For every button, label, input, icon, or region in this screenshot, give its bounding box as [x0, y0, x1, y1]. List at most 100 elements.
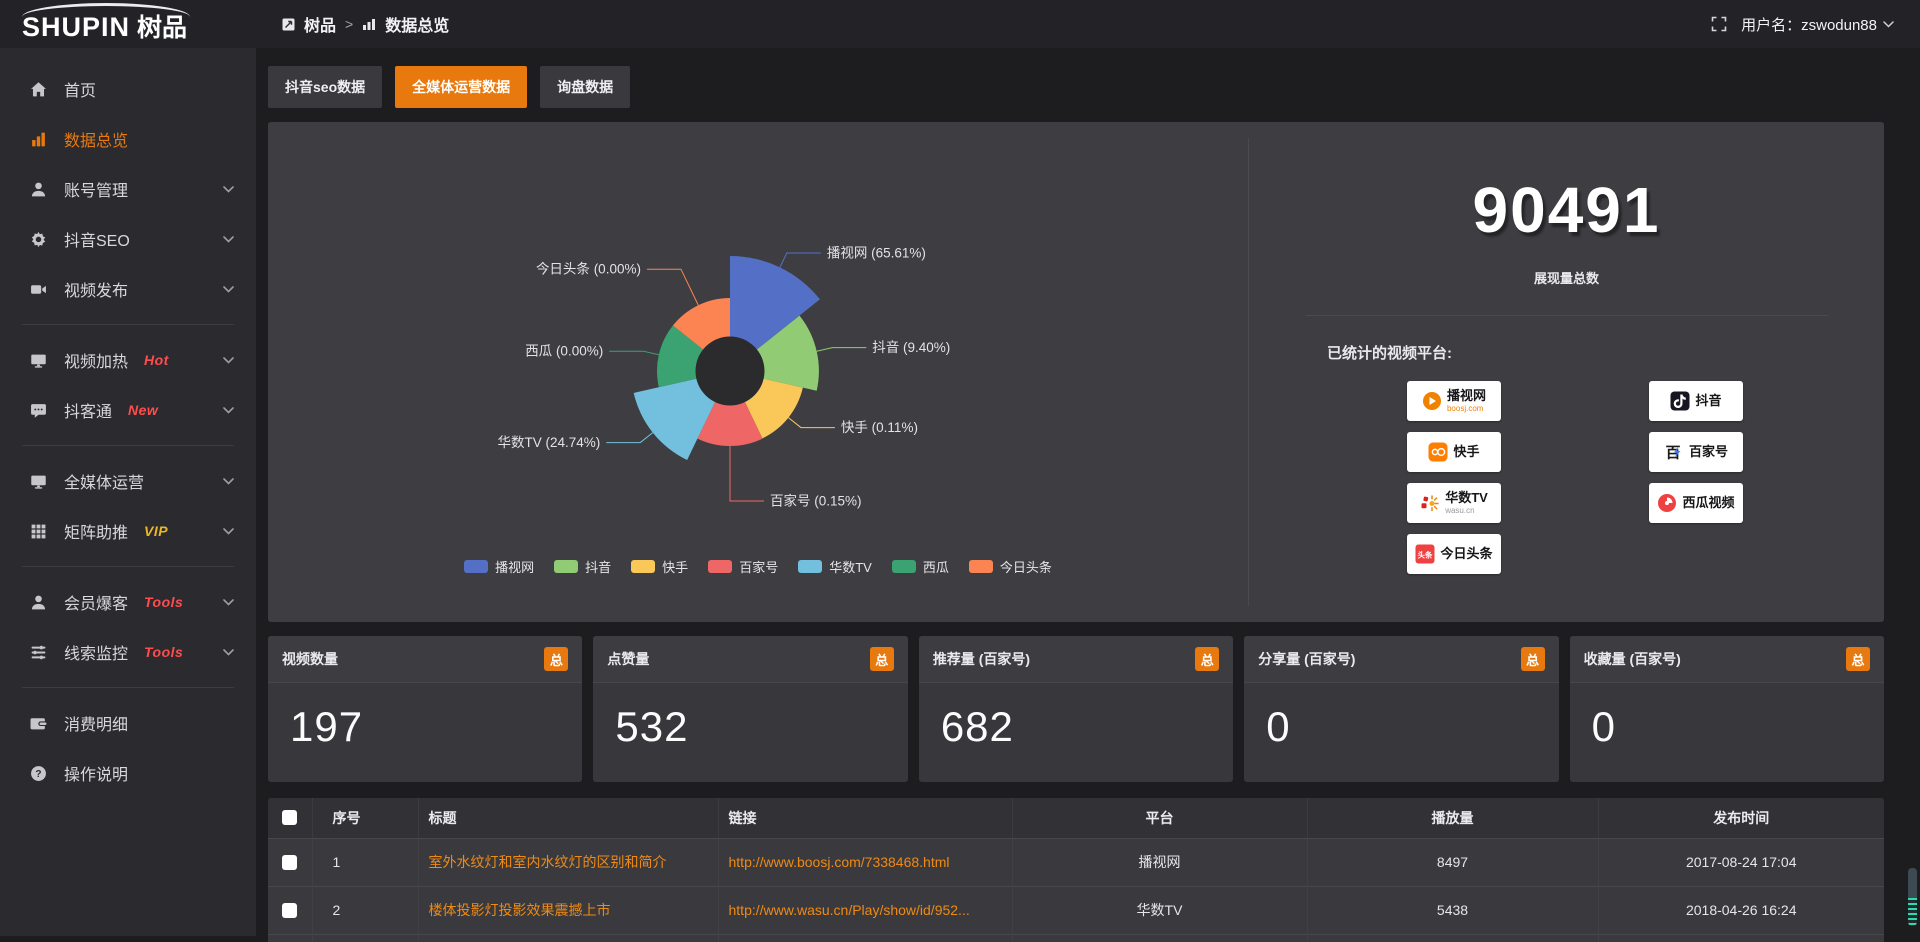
stat-card-2: 点赞量 总 532 — [593, 636, 908, 782]
user-icon — [30, 594, 49, 611]
sidebar-item-badge: Tools — [144, 594, 184, 610]
cell-title[interactable]: 室外水纹灯和室内水纹灯的区别和简介 — [418, 837, 719, 886]
legend-swatch — [968, 560, 993, 573]
platform-name: 华数TV — [1445, 490, 1488, 506]
tab-inquiry-data[interactable]: 询盘数据 — [540, 66, 631, 108]
pie-slice-抖音[interactable] — [756, 315, 819, 391]
legend-swatch — [554, 560, 579, 573]
stat-card-value: 0 — [1266, 703, 1291, 750]
sidebar-item-member-burst[interactable]: 会员爆客 Tools — [0, 577, 256, 627]
column-header-链接[interactable]: 链接 — [718, 798, 1013, 838]
column-header-播放量[interactable]: 播放量 — [1307, 798, 1599, 838]
platform-logo-xigua[interactable]: 西瓜视频 — [1649, 483, 1743, 523]
sidebar-item-label: 矩阵助推 — [64, 525, 129, 542]
sidebar-item-account[interactable]: 账号管理 — [0, 164, 256, 214]
sidebar-item-label: 首页 — [64, 83, 97, 100]
pie-slice-今日头条[interactable] — [672, 298, 730, 350]
rose-pie-chart[interactable]: 播视网 (65.61%) 抖音 (9.40%) 快手 (0.11%) 百家号 (0.1… — [268, 122, 1248, 622]
pie-slice-西瓜[interactable] — [657, 325, 704, 388]
sidebar-item-matrix-boost[interactable]: 矩阵助推 VIP — [0, 506, 256, 556]
sidebar-item-label: 操作说明 — [64, 767, 129, 784]
column-header-平台[interactable]: 平台 — [1012, 798, 1308, 838]
sidebar-item-label: 抖客通 — [64, 404, 113, 421]
cell-link[interactable]: http://www.wasu.cn/Play/show/id/952... — [718, 885, 1013, 934]
stat-card-total-badge[interactable]: 总 — [1520, 647, 1545, 671]
sidebar-item-video-publish[interactable]: 视频发布 — [0, 264, 256, 314]
platform-logo-kuaishou[interactable]: 快手 — [1407, 432, 1501, 472]
cell-time: 2018-04-26 16:24 — [1598, 885, 1884, 934]
breadcrumb-root[interactable]: 树品 — [304, 18, 337, 35]
tab-media-ops-data[interactable]: 全媒体运营数据 — [395, 66, 528, 108]
sidebar-item-badge: VIP — [144, 523, 169, 539]
platform-logo-baijiahao[interactable]: 百百家号 — [1649, 432, 1743, 472]
legend-item-抖音[interactable]: 抖音 — [554, 557, 611, 576]
stat-card-total-badge[interactable]: 总 — [1846, 647, 1871, 671]
pie-slice-百家号[interactable] — [697, 401, 763, 447]
pie-slice-快手[interactable] — [744, 378, 803, 439]
legend-item-播视网[interactable]: 播视网 — [464, 557, 534, 576]
sidebar-item-media-ops[interactable]: 全媒体运营 — [0, 456, 256, 506]
vertical-scrollbar-thumb[interactable] — [1908, 868, 1917, 926]
fullscreen-icon[interactable] — [1711, 16, 1727, 32]
platform-logo-toutiao[interactable]: 头条 今日头条 — [1407, 534, 1501, 574]
home-icon — [30, 81, 49, 98]
stat-card-header: 分享量 (百家号) 总 — [1244, 636, 1559, 683]
cell-title[interactable]: 楼体投影灯投影效果震撼上市 — [418, 885, 719, 934]
chevron-down-icon — [223, 598, 234, 606]
stat-card-value: 682 — [940, 703, 1014, 750]
stat-card-header: 收藏量 (百家号) 总 — [1569, 636, 1885, 683]
pie-slice-播视网[interactable] — [730, 256, 820, 350]
stat-card-label: 点赞量 — [607, 651, 650, 667]
legend-item-快手[interactable]: 快手 — [631, 557, 688, 576]
breadcrumb-chart-icon — [362, 18, 376, 31]
legend-item-百家号[interactable]: 百家号 — [708, 557, 778, 576]
column-header-标题[interactable]: 标题 — [418, 798, 719, 838]
sidebar-item-label: 抖音SEO — [64, 233, 130, 250]
column-header-序号[interactable]: 序号 — [312, 798, 419, 838]
user-menu[interactable]: 用户名：zswodun88 — [1741, 14, 1894, 35]
sidebar-item-douketong[interactable]: 抖客通 New — [0, 385, 256, 435]
row-checkbox[interactable] — [282, 854, 298, 870]
chevron-down-icon — [223, 406, 234, 414]
sidebar-item-label: 消费明细 — [64, 717, 129, 734]
platform-logo-wasu[interactable]: 华数TV wasu.cn — [1407, 483, 1501, 523]
stat-card-label: 推荐量 (百家号) — [932, 651, 1031, 667]
platform-logo-boosj[interactable]: 播视网 boosj.com — [1407, 381, 1501, 421]
stat-card-total-badge[interactable]: 总 — [544, 647, 569, 671]
column-header-发布时间[interactable]: 发布时间 — [1598, 798, 1884, 838]
stat-card-header: 推荐量 (百家号) 总 — [918, 636, 1234, 683]
empty-cell — [1598, 933, 1884, 942]
stat-card-total-badge[interactable]: 总 — [869, 647, 894, 671]
platform-name-block: 抖音 — [1695, 394, 1721, 408]
select-all-checkbox[interactable] — [282, 810, 298, 826]
platform-name-block: 快手 — [1453, 445, 1479, 459]
sidebar-item-clue-monitor[interactable]: 线索监控 Tools — [0, 627, 256, 677]
sidebar-item-help[interactable]: ? 操作说明 — [0, 748, 256, 798]
sidebar-item-overview[interactable]: 数据总览 — [0, 114, 256, 164]
legend-item-西瓜[interactable]: 西瓜 — [891, 557, 949, 576]
wasu-logo-icon — [1420, 493, 1440, 513]
platform-name: 快手 — [1453, 444, 1480, 460]
total-impressions-value: 90491 — [1472, 174, 1661, 246]
pie-label-line — [609, 350, 659, 356]
empty-cell — [418, 933, 719, 942]
chevron-down-icon — [223, 356, 234, 364]
panel-divider — [1248, 138, 1249, 606]
sidebar-item-video-heat[interactable]: 视频加热 Hot — [0, 335, 256, 385]
row-checkbox[interactable] — [282, 902, 298, 918]
question-icon: ? — [30, 765, 49, 782]
app-logo[interactable]: SHUPIN 树品 — [0, 0, 256, 48]
cell-link[interactable]: http://www.boosj.com/7338468.html — [718, 837, 1013, 886]
sidebar-item-expense[interactable]: 消费明细 — [0, 698, 256, 748]
tab-douyin-seo-data[interactable]: 抖音seo数据 — [268, 66, 383, 108]
sidebar-item-douyin-seo[interactable]: 抖音SEO — [0, 214, 256, 264]
platform-logo-douyin[interactable]: 抖音 — [1649, 381, 1743, 421]
sidebar-item-home[interactable]: 首页 — [0, 64, 256, 114]
pie-slice-华数TV[interactable] — [633, 378, 716, 461]
legend-item-今日头条[interactable]: 今日头条 — [968, 557, 1052, 576]
stat-card-3: 推荐量 (百家号) 总 682 — [918, 636, 1234, 782]
stat-card-total-badge[interactable]: 总 — [1195, 647, 1220, 671]
wallet-icon — [30, 715, 49, 732]
legend-item-华数TV[interactable]: 华数TV — [798, 557, 872, 576]
stat-card-value: 532 — [615, 703, 689, 750]
